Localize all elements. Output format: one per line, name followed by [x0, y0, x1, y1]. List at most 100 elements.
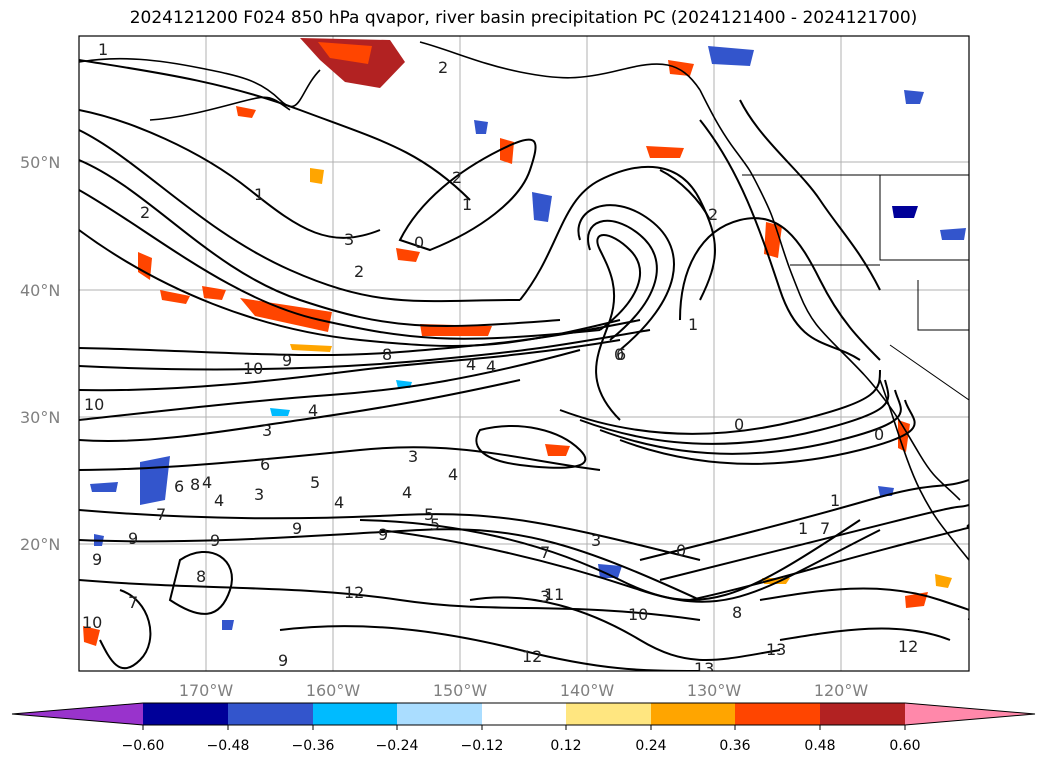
coastline-aleutians: [149, 96, 291, 121]
contour-line: [99, 589, 152, 670]
contour-line: [759, 587, 969, 620]
contour-label: 9: [92, 550, 102, 569]
precip-patch: [83, 626, 100, 646]
contour-label: 9: [282, 351, 292, 370]
colorbar-segment: [735, 703, 820, 725]
humidity-contours: [79, 59, 969, 671]
contour-label: 3: [591, 531, 601, 550]
contour-line: [79, 319, 641, 357]
contour-line: [659, 169, 711, 221]
contour-label: 3: [344, 230, 354, 249]
contour-line: [699, 119, 861, 361]
contour-line: [359, 519, 861, 601]
precip-patch: [904, 90, 924, 104]
contour-label: 4: [466, 355, 476, 374]
latitude-label: 40°N: [20, 281, 60, 300]
contour-line: [79, 528, 701, 601]
border-state: [917, 280, 969, 331]
contour-label: 5: [424, 505, 434, 524]
map-title: 2024121200 F024 850 hPa qvapor, river ba…: [129, 8, 918, 28]
border-us-mexico: [889, 344, 969, 401]
longitude-axis: 170°W 160°W 150°W 140°W 130°W 120°W: [179, 681, 869, 700]
contour-label: 2: [708, 205, 718, 224]
colorbar-segment: [820, 703, 905, 725]
precip-patch: [420, 324, 492, 336]
contour-label: 2: [438, 58, 448, 77]
contour-label: 9: [278, 651, 288, 670]
contour-label: 10: [628, 605, 648, 624]
contour-label: 8: [382, 345, 392, 364]
contour-line: [79, 339, 621, 392]
contour-label: 7: [540, 543, 550, 562]
contour-line: [379, 529, 881, 603]
contour-label: 1: [798, 519, 808, 538]
precip-patch: [474, 120, 488, 134]
precip-patch: [708, 46, 754, 66]
precip-patch: [668, 60, 694, 76]
contour-label: 2: [452, 168, 462, 187]
contour-label: 9: [128, 529, 138, 548]
precip-patch: [138, 252, 152, 280]
precip-patch: [396, 248, 420, 262]
coastline-alaska: [79, 57, 321, 108]
contour-label: 9: [210, 531, 220, 550]
precip-patch: [598, 564, 622, 578]
contour-label: 6: [616, 345, 626, 364]
contour-line: [79, 329, 651, 371]
longitude-label: 140°W: [560, 681, 615, 700]
contour-label: 5: [310, 473, 320, 492]
longitude-label: 120°W: [814, 681, 869, 700]
colorbar-tick-label: 0.48: [804, 738, 835, 754]
precip-patch: [892, 206, 918, 218]
precip-patch: [318, 42, 372, 64]
contour-label: 7: [820, 519, 830, 538]
colorbar-segment: [143, 703, 228, 725]
contour-label: 8: [190, 475, 200, 494]
precip-patch: [545, 444, 570, 456]
precip-patch: [90, 482, 118, 492]
contour-line: [398, 138, 537, 252]
contour-label: 4: [214, 491, 224, 510]
map-frame: [78, 35, 970, 672]
coastline-gulf-of-alaska: [419, 41, 701, 91]
coastline-west-coast: [699, 89, 961, 501]
longitude-label: 130°W: [687, 681, 742, 700]
contour-line: [79, 509, 701, 561]
contour-line: [599, 389, 902, 455]
contour-label: 1: [98, 40, 108, 59]
contour-line: [639, 479, 969, 561]
contour-label: 2: [354, 262, 364, 281]
contour-label: 11: [544, 585, 564, 604]
contour-label: 1: [830, 491, 840, 510]
precip-patch: [935, 574, 952, 588]
colorbar: −0.60 −0.48 −0.36 −0.24 −0.12 0.12 0.24 …: [11, 702, 1036, 754]
contour-line: [469, 596, 781, 661]
contour-label: 4: [334, 493, 344, 512]
border-state: [879, 175, 969, 261]
longitude-label: 160°W: [306, 681, 361, 700]
colorbar-segment: [651, 703, 735, 725]
precip-patch: [222, 620, 234, 630]
contour-line: [779, 627, 951, 641]
contour-label: 0: [676, 541, 686, 560]
latitude-axis: 50°N 40°N 30°N 20°N: [20, 153, 60, 554]
contour-label: 8: [196, 567, 206, 586]
contour-label: 12: [522, 647, 542, 666]
colorbar-tick-label: 0.36: [719, 738, 750, 754]
precip-patch: [500, 138, 514, 164]
contour-label: 1: [462, 195, 472, 214]
contour-line: [559, 369, 881, 435]
colorbar-segment: [482, 703, 566, 725]
contour-label: 9: [292, 519, 302, 538]
colorbar-extend-low: [12, 703, 143, 725]
contour-label: 4: [486, 357, 496, 376]
contour-line: [587, 219, 658, 341]
colorbar-tick-label: −0.12: [461, 738, 504, 754]
contour-label: 4: [448, 465, 458, 484]
contour-line: [79, 379, 521, 442]
contour-label: 3: [540, 587, 550, 606]
contour-line: [79, 59, 471, 201]
contour-label: 10: [243, 359, 263, 378]
contour-line: [619, 399, 916, 465]
